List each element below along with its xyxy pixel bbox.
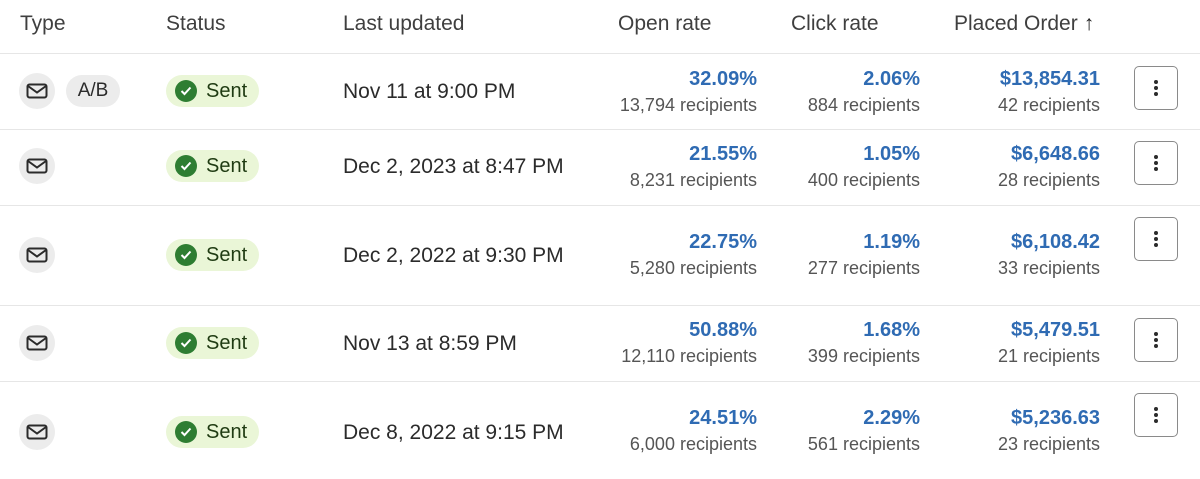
open-rate-cell: 21.55% 8,231 recipients (630, 142, 757, 192)
vertical-ellipsis-icon (1154, 405, 1158, 425)
row-actions-button[interactable] (1134, 318, 1178, 362)
click-rate-recipients: 400 recipients (807, 170, 920, 190)
status-label: Sent (206, 331, 248, 354)
status-label: Sent (206, 154, 248, 177)
last-updated-date: Dec 8, 2022 at 9:15 PM (343, 421, 564, 444)
placed-order-cell: $13,854.31 42 recipients (998, 67, 1100, 117)
placed-order-recipients: 23 recipients (997, 434, 1100, 454)
placed-order-cell: $5,479.51 21 recipients (998, 318, 1100, 368)
check-circle-icon (175, 80, 197, 102)
open-rate-recipients: 6,000 recipients (629, 434, 757, 454)
status-label: Sent (206, 243, 248, 266)
click-rate-value[interactable]: 1.68% (863, 319, 920, 341)
column-header-type[interactable]: Type (20, 12, 66, 35)
click-rate-cell: 2.06% 884 recipients (808, 67, 920, 117)
placed-order-value[interactable]: $5,236.63 (1011, 407, 1100, 429)
open-rate-value[interactable]: 21.55% (689, 143, 757, 165)
placed-order-label: Placed Order (954, 12, 1078, 35)
open-rate-recipients: 12,110 recipients (621, 346, 757, 366)
vertical-ellipsis-icon (1154, 330, 1158, 350)
check-circle-icon (175, 421, 197, 443)
table-header: Type Status Last updated Open rate Click… (0, 0, 1200, 54)
open-rate-value[interactable]: 24.51% (689, 407, 757, 429)
open-rate-cell: 24.51% 6,000 recipients (630, 406, 757, 456)
placed-order-recipients: 28 recipients (997, 170, 1100, 190)
placed-order-cell: $6,108.42 33 recipients (998, 230, 1100, 280)
placed-order-recipients: 33 recipients (997, 258, 1100, 278)
placed-order-value[interactable]: $6,648.66 (1011, 143, 1100, 165)
open-rate-recipients: 13,794 recipients (619, 95, 757, 115)
status-badge: Sent (166, 150, 259, 182)
click-rate-recipients: 277 recipients (807, 258, 920, 278)
vertical-ellipsis-icon (1154, 78, 1158, 98)
envelope-icon (19, 237, 55, 273)
open-rate-recipients: 5,280 recipients (629, 258, 757, 278)
column-header-last-updated[interactable]: Last updated (343, 12, 465, 35)
click-rate-recipients: 884 recipients (807, 95, 920, 115)
click-rate-recipients: 399 recipients (807, 346, 920, 366)
table-row[interactable]: Sent Dec 2, 2022 at 9:30 PM 22.75% 5,280… (0, 206, 1200, 306)
ab-test-badge: A/B (66, 75, 120, 107)
click-rate-cell: 2.29% 561 recipients (808, 406, 920, 456)
table-row[interactable]: Sent Dec 2, 2023 at 8:47 PM 21.55% 8,231… (0, 130, 1200, 206)
last-updated-date: Nov 11 at 9:00 PM (343, 80, 516, 103)
row-actions-button[interactable] (1134, 393, 1178, 437)
placed-order-cell: $5,236.63 23 recipients (998, 406, 1100, 456)
open-rate-value[interactable]: 22.75% (689, 231, 757, 253)
status-label: Sent (206, 420, 248, 443)
envelope-icon (19, 148, 55, 184)
status-label: Sent (206, 79, 248, 102)
check-circle-icon (175, 332, 197, 354)
open-rate-cell: 50.88% 12,110 recipients (621, 318, 757, 368)
check-circle-icon (175, 244, 197, 266)
click-rate-cell: 1.05% 400 recipients (808, 142, 920, 192)
click-rate-recipients: 561 recipients (807, 434, 920, 454)
table-row[interactable]: Sent Dec 8, 2022 at 9:15 PM 24.51% 6,000… (0, 382, 1200, 479)
sort-ascending-icon: ↑ (1083, 12, 1095, 35)
open-rate-cell: 22.75% 5,280 recipients (630, 230, 757, 280)
envelope-icon (19, 325, 55, 361)
status-badge: Sent (166, 75, 259, 107)
placed-order-value[interactable]: $6,108.42 (1011, 231, 1100, 253)
last-updated-date: Dec 2, 2023 at 8:47 PM (343, 155, 564, 178)
vertical-ellipsis-icon (1154, 229, 1158, 249)
check-circle-icon (175, 155, 197, 177)
table-row[interactable]: A/B Sent Nov 11 at 9:00 PM 32.09% 13,794… (0, 54, 1200, 130)
row-actions-button[interactable] (1134, 141, 1178, 185)
open-rate-value[interactable]: 50.88% (689, 319, 757, 341)
click-rate-value[interactable]: 1.05% (863, 143, 920, 165)
click-rate-cell: 1.68% 399 recipients (808, 318, 920, 368)
envelope-icon (19, 73, 55, 109)
click-rate-cell: 1.19% 277 recipients (808, 230, 920, 280)
status-badge: Sent (166, 239, 259, 271)
placed-order-recipients: 21 recipients (997, 346, 1100, 366)
envelope-icon (19, 414, 55, 450)
column-header-placed-order[interactable]: Placed Order ↑ (954, 12, 1094, 36)
click-rate-value[interactable]: 1.19% (863, 231, 920, 253)
row-actions-button[interactable] (1134, 66, 1178, 110)
open-rate-value[interactable]: 32.09% (689, 68, 757, 90)
column-header-click-rate[interactable]: Click rate (791, 12, 879, 35)
open-rate-cell: 32.09% 13,794 recipients (620, 67, 757, 117)
status-badge: Sent (166, 327, 259, 359)
placed-order-value[interactable]: $5,479.51 (1011, 319, 1100, 341)
vertical-ellipsis-icon (1154, 153, 1158, 173)
column-header-open-rate[interactable]: Open rate (618, 12, 712, 35)
placed-order-recipients: 42 recipients (997, 95, 1100, 115)
column-header-status[interactable]: Status (166, 12, 226, 35)
table-row[interactable]: Sent Nov 13 at 8:59 PM 50.88% 12,110 rec… (0, 306, 1200, 382)
open-rate-recipients: 8,231 recipients (629, 170, 757, 190)
status-badge: Sent (166, 416, 259, 448)
placed-order-cell: $6,648.66 28 recipients (998, 142, 1100, 192)
click-rate-value[interactable]: 2.06% (863, 68, 920, 90)
row-actions-button[interactable] (1134, 217, 1178, 261)
placed-order-value[interactable]: $13,854.31 (999, 68, 1100, 90)
click-rate-value[interactable]: 2.29% (863, 407, 920, 429)
last-updated-date: Nov 13 at 8:59 PM (343, 332, 517, 355)
last-updated-date: Dec 2, 2022 at 9:30 PM (343, 244, 564, 267)
